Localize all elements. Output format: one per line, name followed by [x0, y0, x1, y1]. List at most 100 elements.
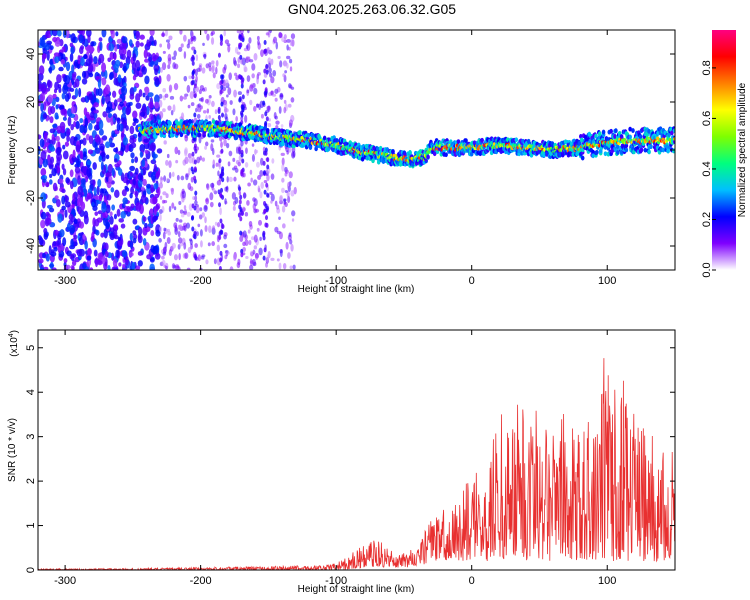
noise-blob — [169, 88, 172, 93]
noise-blob — [239, 216, 243, 222]
noise-blob — [74, 87, 79, 98]
noise-blob — [93, 102, 99, 108]
noise-blob — [47, 94, 54, 103]
x-tick-label: 0 — [469, 575, 475, 587]
noise-blob — [38, 99, 41, 107]
noise-blob — [212, 72, 216, 79]
noise-blob — [240, 252, 244, 258]
noise-blob — [209, 192, 214, 201]
colorbar-tick-label: 0.8 — [701, 60, 713, 75]
noise-blob — [98, 119, 104, 130]
noise-blob — [248, 220, 253, 227]
noise-blob — [162, 191, 167, 196]
noise-blob — [166, 153, 170, 159]
noise-blob — [78, 221, 85, 229]
noise-blob — [250, 177, 253, 183]
noise-blob — [130, 152, 135, 159]
noise-blob — [101, 135, 108, 141]
noise-blob — [281, 205, 286, 213]
noise-blob — [265, 63, 269, 69]
noise-blob — [257, 71, 261, 76]
noise-blob — [82, 137, 87, 146]
noise-blob — [240, 139, 244, 147]
noise-blob — [271, 93, 277, 97]
noise-blob — [40, 150, 47, 161]
ridge-blob — [514, 137, 519, 143]
noise-blob — [264, 203, 268, 209]
noise-blob — [122, 197, 129, 205]
noise-blob — [81, 77, 88, 85]
noise-blob — [244, 161, 249, 168]
ridge-blob — [613, 134, 617, 139]
noise-blob — [240, 171, 244, 177]
noise-blob — [69, 113, 76, 119]
noise-blob — [113, 224, 119, 230]
noise-blob — [217, 106, 221, 112]
noise-blob — [80, 56, 85, 67]
noise-blob — [86, 30, 92, 38]
noise-blob — [266, 192, 270, 198]
noise-blob — [278, 106, 282, 114]
noise-blob — [233, 176, 237, 182]
noise-blob — [157, 186, 161, 197]
noise-blob — [174, 63, 179, 70]
noise-blob — [55, 96, 60, 103]
noise-blob — [179, 209, 184, 214]
noise-blob — [237, 146, 241, 152]
noise-blob — [224, 254, 228, 260]
noise-blob — [117, 97, 123, 103]
noise-blob — [44, 181, 50, 188]
noise-blob — [229, 266, 234, 270]
noise-blob — [232, 108, 236, 116]
noise-blob — [56, 74, 62, 84]
noise-blob — [97, 88, 103, 97]
noise-blob — [263, 189, 267, 195]
noise-blob — [193, 112, 197, 118]
y-tick-label: 0 — [25, 147, 37, 153]
noise-blob — [220, 141, 223, 149]
noise-blob — [244, 211, 249, 217]
noise-blob — [72, 192, 76, 203]
noise-blob — [114, 163, 121, 168]
noise-blob — [73, 218, 78, 225]
noise-blob — [253, 234, 258, 243]
noise-blob — [218, 158, 222, 164]
ridge-blob — [665, 144, 669, 150]
noise-blob — [184, 93, 189, 97]
noise-blob — [286, 55, 291, 60]
ridge-blob — [153, 134, 158, 139]
noise-blob — [194, 255, 198, 261]
noise-blob — [125, 125, 129, 131]
noise-blob — [121, 85, 128, 96]
noise-blob — [274, 97, 278, 102]
noise-blob — [70, 238, 74, 248]
noise-blob — [212, 159, 216, 167]
noise-blob — [45, 253, 50, 262]
noise-blob — [189, 40, 193, 45]
noise-blob — [263, 48, 267, 54]
noise-blob — [196, 113, 201, 119]
noise-blob — [198, 214, 203, 220]
ridge-blob — [647, 149, 651, 155]
noise-blob — [115, 249, 120, 259]
noise-blob — [225, 251, 230, 255]
noise-blob — [109, 51, 114, 60]
noise-blob — [105, 154, 110, 160]
spectrogram-ylabel: Frequency (Hz) — [7, 116, 18, 185]
noise-blob — [51, 30, 58, 37]
noise-blob — [51, 267, 57, 270]
noise-blob — [108, 137, 113, 144]
noise-blob — [278, 262, 282, 270]
noise-blob — [66, 222, 71, 231]
noise-blob — [262, 235, 266, 241]
noise-blob — [170, 109, 174, 116]
noise-blob — [61, 46, 66, 53]
spectrogram-xlabel: Height of straight line (km) — [298, 284, 415, 295]
noise-blob — [237, 212, 241, 218]
noise-blob — [262, 255, 266, 261]
y-tick-label: -40 — [25, 238, 37, 254]
noise-blob — [204, 145, 208, 150]
noise-blob — [52, 182, 58, 192]
noise-blob — [202, 42, 205, 46]
noise-blob — [249, 258, 253, 267]
